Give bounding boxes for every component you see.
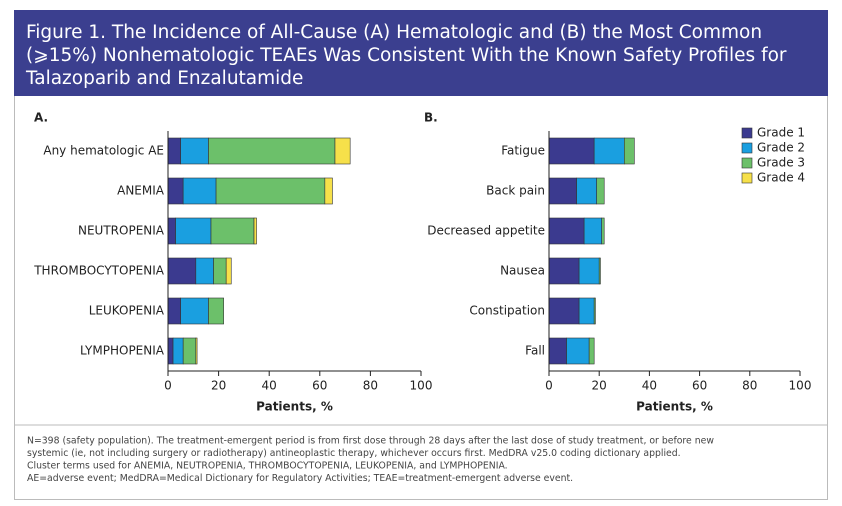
bar-segment (548, 217, 585, 245)
bar-segment (593, 137, 625, 165)
legend-label: Grade 2 (757, 141, 805, 155)
legend-swatch (741, 127, 753, 139)
bar-segment (167, 177, 184, 205)
bar-segment (195, 257, 214, 285)
title-line: (⩾15%) Nonhematologic TEAEs Was Consiste… (26, 45, 787, 66)
bar-segment (180, 137, 209, 165)
footnote-line: systemic (ie, not including surgery or r… (27, 448, 681, 459)
legend-swatch (741, 157, 753, 169)
y-tick-label: NEUTROPENIA (78, 224, 165, 238)
bar-segment (175, 217, 212, 245)
x-tick-label: 0 (545, 379, 553, 393)
y-tick-label: Fatigue (501, 144, 545, 158)
x-tick-label: 40 (642, 379, 657, 393)
bar-segment (210, 217, 255, 245)
y-tick-label: LEUKOPENIA (89, 304, 165, 318)
bar-segment (225, 257, 232, 285)
legend-label: Grade 3 (757, 156, 805, 170)
x-tick-label: 60 (312, 379, 327, 393)
bar-segment (324, 177, 333, 205)
title-banner (14, 10, 828, 96)
bar-segment (167, 137, 181, 165)
bar-segment (566, 337, 590, 365)
bar-segment (598, 257, 601, 285)
x-tick-label: 80 (742, 379, 757, 393)
footnote-line: AE=adverse event; MedDRA=Medical Diction… (27, 473, 573, 484)
bar-segment (167, 217, 176, 245)
bar-segment (548, 337, 567, 365)
panel-label: B. (424, 111, 438, 125)
legend-label: Grade 1 (757, 126, 805, 140)
x-tick-label: 100 (789, 379, 812, 393)
bar-segment (208, 297, 224, 325)
x-tick-label: 60 (692, 379, 707, 393)
x-tick-label: 20 (211, 379, 226, 393)
bar-segment (334, 137, 351, 165)
y-tick-label: Nausea (500, 264, 545, 278)
bar-segment (215, 177, 326, 205)
bar-segment (213, 257, 227, 285)
bar-segment (578, 257, 600, 285)
x-tick-label: 20 (592, 379, 607, 393)
bar-segment (601, 217, 605, 245)
bar-segment (548, 297, 580, 325)
x-tick-label: 80 (363, 379, 378, 393)
title-line: Talazoparib and Enzalutamide (25, 68, 303, 89)
bar-segment (548, 257, 580, 285)
y-tick-label: THROMBOCYTOPENIA (33, 264, 165, 278)
bar-segment (578, 297, 595, 325)
bar-segment (548, 137, 595, 165)
bar-segment (182, 177, 217, 205)
bar-segment (182, 337, 197, 365)
x-axis-label: Patients, % (256, 400, 333, 414)
x-tick-label: 0 (164, 379, 172, 393)
footnote-line: Cluster terms used for ANEMIA, NEUTROPEN… (27, 461, 508, 472)
x-tick-label: 40 (262, 379, 277, 393)
title-line: Figure 1. The Incidence of All-Cause (A)… (26, 22, 762, 43)
y-tick-label: Constipation (469, 304, 545, 318)
bar-segment (180, 297, 209, 325)
legend-label: Grade 4 (757, 171, 805, 185)
y-tick-label: Fall (525, 344, 545, 358)
panel-label: A. (34, 111, 48, 125)
bar-segment (167, 257, 197, 285)
x-tick-label: 100 (410, 379, 433, 393)
bar-segment (623, 137, 635, 165)
y-tick-label: ANEMIA (117, 184, 165, 198)
bar-segment (588, 337, 595, 365)
bar-segment (172, 337, 184, 365)
x-axis-label: Patients, % (636, 400, 713, 414)
y-tick-label: Any hematologic AE (43, 144, 164, 158)
bar-segment (253, 217, 257, 245)
bar-segment (167, 337, 174, 365)
y-tick-label: Back pain (486, 184, 545, 198)
bar-segment (548, 177, 577, 205)
bar-segment (593, 297, 596, 325)
bar-segment (208, 137, 336, 165)
y-tick-label: LYMPHOPENIA (80, 344, 165, 358)
bar-segment (583, 217, 603, 245)
legend-swatch (741, 142, 753, 154)
y-tick-label: Decreased appetite (427, 224, 545, 238)
bar-segment (576, 177, 597, 205)
legend-swatch (741, 172, 753, 184)
bar-segment (596, 177, 605, 205)
footnote-line: N=398 (safety population). The treatment… (27, 436, 714, 447)
bar-segment (195, 337, 198, 365)
bar-segment (167, 297, 181, 325)
